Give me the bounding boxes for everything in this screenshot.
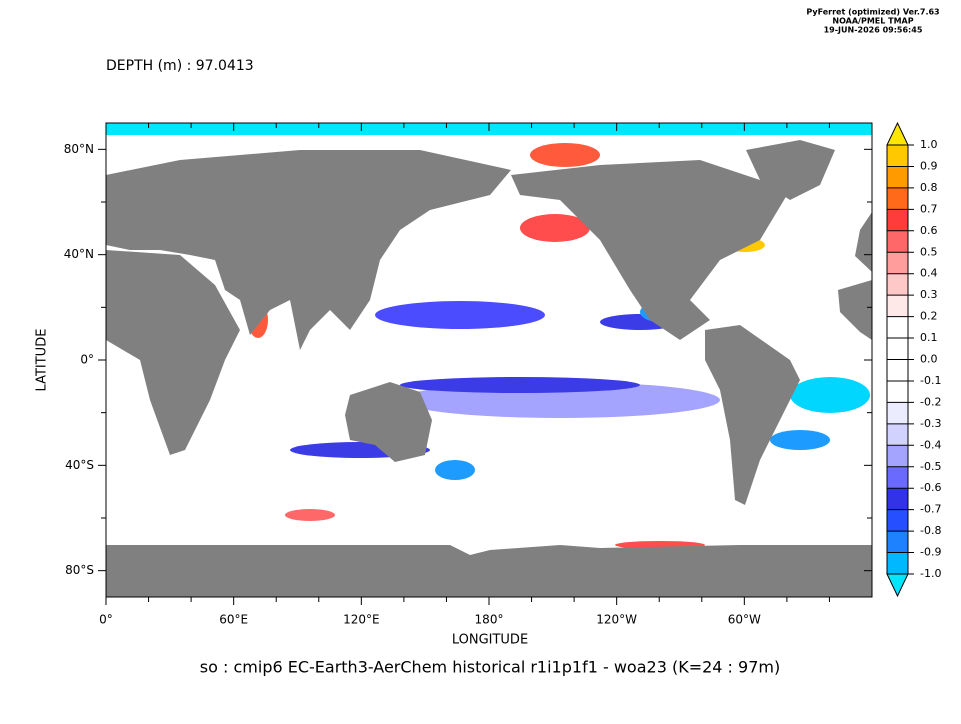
y-tick-label: 40°N <box>64 247 94 261</box>
anomaly-region <box>400 377 640 393</box>
colorbar-label: -1.0 <box>920 567 941 580</box>
land <box>855 212 872 272</box>
colorbar-label: 0.5 <box>920 245 938 258</box>
colorbar-band <box>887 295 908 317</box>
anomaly-region <box>790 377 870 413</box>
colorbar-band <box>887 509 908 532</box>
header-line: 19-JUN-2026 09:56:45 <box>824 26 923 35</box>
colorbar-band <box>887 209 908 231</box>
colorbar-label: 0.8 <box>920 181 938 194</box>
colorbar-band <box>887 338 908 360</box>
anomaly-region <box>435 460 475 480</box>
colorbar-label: -0.5 <box>920 460 941 473</box>
y-tick-label: 80°N <box>64 142 94 156</box>
colorbar-label: -0.7 <box>920 503 941 516</box>
x-tick-label: 120°W <box>596 613 637 627</box>
colorbar-label: -0.8 <box>920 524 941 537</box>
land <box>746 140 835 200</box>
colorbar-band <box>887 445 908 467</box>
colorbar-label: -0.6 <box>920 481 941 494</box>
colorbar-label: 0.0 <box>920 353 938 366</box>
land <box>106 545 872 597</box>
colorbar-label: 0.6 <box>920 224 938 237</box>
colorbar-label: -0.9 <box>920 546 941 559</box>
colorbar-label: 1.0 <box>920 138 938 151</box>
anomaly-region <box>285 509 335 521</box>
colorbar-band <box>887 402 908 424</box>
colorbar-label: 0.1 <box>920 331 938 344</box>
land <box>511 160 790 340</box>
header-line: PyFerret (optimized) Ver.7.63 <box>806 8 939 17</box>
land <box>106 150 511 350</box>
colorbar-label: -0.1 <box>920 374 941 387</box>
colorbar-band <box>887 187 908 210</box>
colorbar-band <box>887 380 908 403</box>
colorbar-band <box>887 488 908 510</box>
anomaly-region <box>530 143 600 167</box>
land <box>838 280 872 340</box>
y-tick-label: 80°S <box>65 563 94 577</box>
colorbar-band <box>887 531 908 553</box>
x-tick-label: 120°E <box>343 613 380 627</box>
map-field <box>106 123 872 597</box>
colorbar-label: 0.7 <box>920 202 938 215</box>
colorbar-band <box>887 359 908 381</box>
chart-subtitle: so : cmip6 EC-Earth3-AerChem historical … <box>200 658 780 677</box>
colorbar-label: 0.2 <box>920 310 938 323</box>
colorbar-band <box>887 316 908 339</box>
y-axis-label: LATITUDE <box>35 329 50 392</box>
colorbar-label: 0.3 <box>920 288 938 301</box>
y-tick-label: 0° <box>80 353 94 367</box>
colorbar-band <box>887 466 908 489</box>
colorbar-band <box>887 423 908 446</box>
anomaly-region <box>520 214 590 242</box>
colorbar-band <box>887 273 908 296</box>
land <box>106 140 872 597</box>
land <box>106 250 240 455</box>
land <box>705 325 800 505</box>
land <box>345 382 432 462</box>
colorbar-over <box>886 121 909 146</box>
y-tick-label: 40°S <box>65 458 94 472</box>
colorbar-label: -0.3 <box>920 417 941 430</box>
x-tick-label: 60°E <box>219 613 248 627</box>
header-line: NOAA/PMEL TMAP <box>832 17 913 26</box>
colorbar-label: 0.4 <box>920 267 938 280</box>
colorbar-label: -0.4 <box>920 438 941 451</box>
colorbar-label: 0.9 <box>920 159 938 172</box>
colorbar-band <box>887 552 908 574</box>
x-tick-label: 60°W <box>728 613 761 627</box>
anomaly-region <box>770 430 830 450</box>
colorbar-band <box>887 166 908 188</box>
colorbar-band <box>887 145 908 167</box>
colorbar-label: -0.2 <box>920 395 941 408</box>
header: PyFerret (optimized) Ver.7.63 NOAA/PMEL … <box>806 8 939 35</box>
x-tick-label: 0° <box>99 613 113 627</box>
colorbar-under <box>886 573 909 598</box>
colorbar-band <box>887 252 908 274</box>
chart-title: DEPTH (m) : 97.0413 <box>106 58 254 74</box>
x-axis-label: LONGITUDE <box>452 633 528 648</box>
x-tick-label: 180° <box>475 613 504 627</box>
colorbar-band <box>887 230 908 253</box>
anomaly-region <box>375 301 545 329</box>
